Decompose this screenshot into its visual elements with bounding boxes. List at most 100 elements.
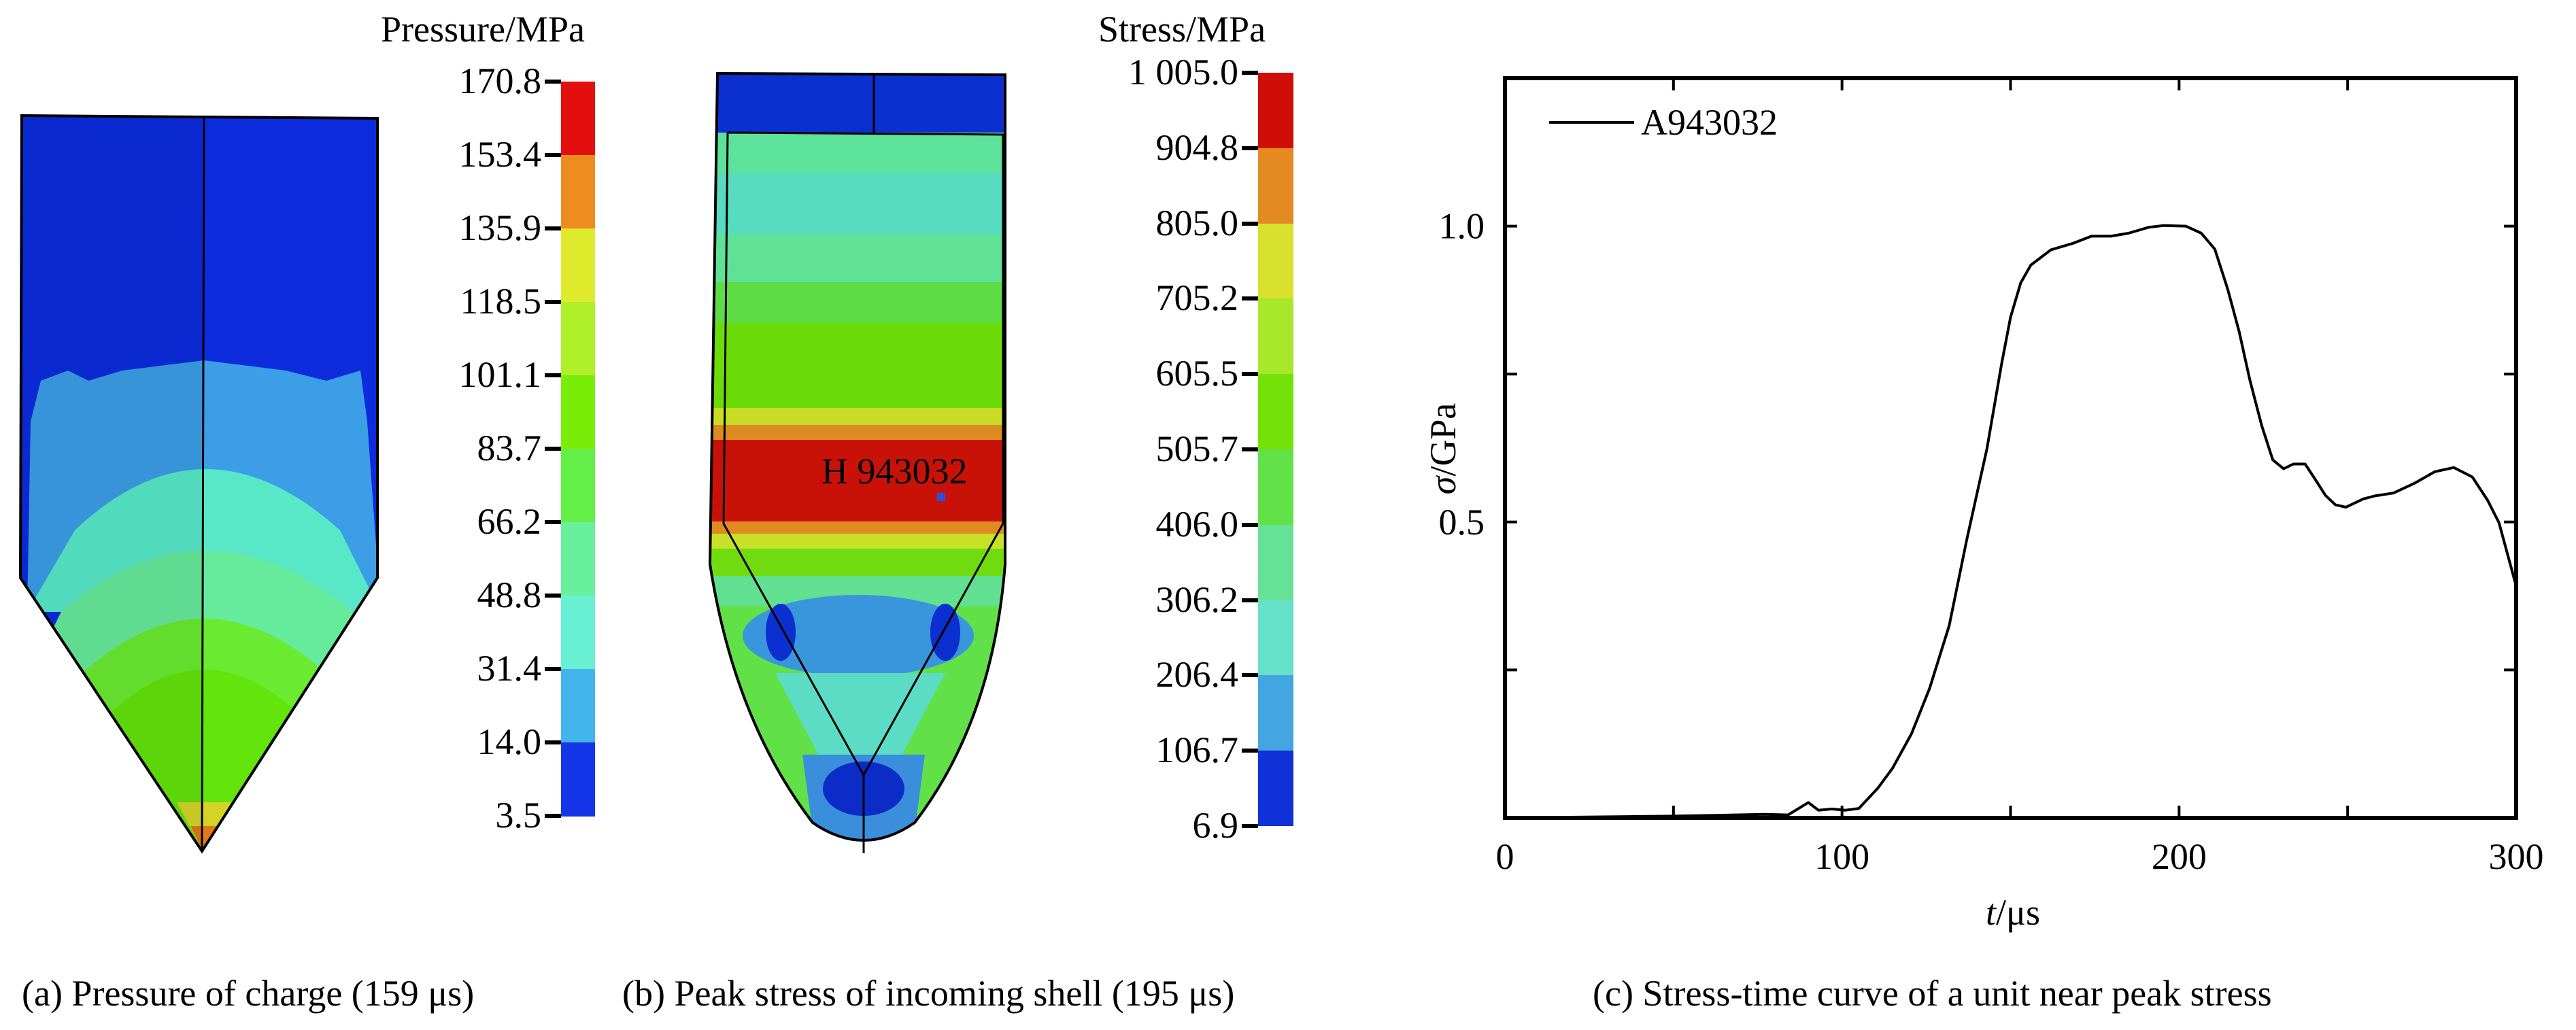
stress-colorbar-title: Stress/MPa	[1098, 9, 1266, 50]
stress-colorbar-label: 705.2	[1155, 277, 1239, 319]
pressure-colorbar-segment	[561, 669, 595, 743]
y-tick-label: 1.0	[1439, 206, 1485, 247]
charge-axis-line	[201, 115, 205, 852]
caption-a: (a) Pressure of charge (159 μs)	[22, 973, 475, 1014]
stress-colorbar-tick	[1242, 71, 1258, 75]
pressure-colorbar-label: 83.7	[477, 428, 542, 468]
pressure-colorbar-tick	[545, 740, 561, 744]
region-dark-spot-left	[766, 604, 796, 661]
stress-colorbar-segment	[1258, 148, 1293, 224]
stress-colorbar-segment	[1258, 73, 1293, 149]
pressure-colorbar-segment	[561, 82, 595, 156]
stress-colorbar	[1258, 73, 1293, 827]
stress-colorbar-tick	[1242, 145, 1258, 150]
x-tick-label: 0	[1496, 836, 1514, 877]
region-yellow-band	[710, 408, 1005, 425]
pressure-colorbar-label: 3.5	[495, 795, 542, 836]
x-tick-label: 200	[2152, 836, 2207, 877]
region-left-shade	[20, 116, 202, 851]
region-top-cap	[710, 73, 1005, 133]
caption-b: (b) Peak stress of incoming shell (195 μ…	[622, 973, 1235, 1014]
series-line-A943032	[1504, 224, 2518, 819]
stress-colorbar-label: 505.7	[1155, 428, 1239, 469]
shell-outline	[708, 71, 1006, 842]
region-orange	[190, 826, 216, 851]
pressure-colorbar-segment	[561, 596, 595, 670]
stress-colorbar-segment	[1258, 675, 1293, 751]
stress-colorbar-tick	[1242, 598, 1258, 602]
stress-colorbar-segment	[1258, 524, 1293, 601]
pressure-colorbar-segment	[561, 375, 595, 449]
pressure-colorbar-tick	[545, 594, 561, 598]
caption-c: (c) Stress-time curve of a unit near pea…	[1593, 973, 2272, 1014]
stress-colorbar-label: 306.2	[1155, 579, 1239, 620]
pressure-colorbar-label: 101.1	[458, 354, 542, 395]
region-bright-green-mid	[710, 323, 1005, 408]
pressure-colorbar	[561, 82, 595, 817]
charge-outline	[18, 114, 379, 854]
node-label: H 943032	[821, 451, 968, 492]
stress-colorbar-label: 805.0	[1155, 202, 1239, 243]
legend-label: A943032	[1641, 102, 1778, 143]
pressure-colorbar-tick	[545, 520, 561, 524]
stress-colorbar-labels: 1 005.0 904.8 805.0 705.2 605.5 505.7 406.0 306…	[1078, 54, 1258, 848]
stress-colorbar-tick	[1242, 221, 1258, 226]
x-tick-label: 300	[2489, 836, 2544, 877]
pressure-colorbar-tick	[545, 373, 561, 377]
region-red-band	[710, 440, 1005, 521]
stress-colorbar-label: 206.4	[1155, 654, 1239, 696]
x-axis-label: t/μs	[1986, 892, 2040, 933]
region-mint-upper	[710, 133, 1005, 173]
region-cyan-lower	[775, 673, 945, 789]
pressure-colorbar-label: 66.2	[477, 501, 542, 542]
panel-a: Pressure/MPa 170.8 153.4 135.9 118.5 101.1 83…	[0, 0, 680, 952]
charge-inner-outline	[722, 131, 1004, 778]
stress-colorbar-tick	[1242, 673, 1258, 678]
pressure-colorbar-title: Pressure/MPa	[381, 9, 585, 50]
region-orange-low	[710, 521, 1005, 534]
stress-colorbar-tick	[1242, 824, 1258, 828]
pressure-colorbar-tick	[545, 80, 561, 84]
pressure-colorbar-label: 118.5	[460, 281, 542, 322]
region-yellow-low	[710, 534, 1005, 549]
stress-colorbar-tick	[1242, 522, 1258, 527]
pressure-colorbar-segment	[561, 522, 595, 596]
pressure-colorbar-tick	[545, 814, 561, 818]
stress-colorbar-label: 904.8	[1155, 126, 1239, 168]
stress-colorbar-label: 406.0	[1155, 503, 1239, 545]
stress-colorbar-label: 1 005.0	[1128, 52, 1238, 92]
x-tick-label: 100	[1814, 836, 1869, 877]
stress-colorbar-segment	[1258, 751, 1293, 827]
y-tick-label: 0.5	[1439, 502, 1485, 543]
pressure-colorbar-label: 48.8	[477, 574, 542, 615]
region-mint-2	[710, 235, 1005, 282]
region-green-low	[710, 549, 1005, 576]
pressure-colorbar-segment	[561, 742, 595, 817]
pressure-colorbar-tick	[545, 300, 561, 304]
pressure-colorbar-segment	[561, 302, 595, 376]
charge-pressure-contour	[18, 114, 379, 854]
stress-colorbar-label: 605.5	[1155, 353, 1239, 394]
stress-colorbar-tick	[1242, 447, 1258, 451]
pressure-colorbar-tick	[545, 226, 561, 230]
pressure-colorbar-label: 14.0	[477, 721, 542, 762]
pressure-colorbar-segment	[561, 228, 595, 303]
region-blue-ring	[743, 595, 974, 676]
pressure-colorbar-tick	[545, 153, 561, 157]
stress-colorbar-segment	[1258, 374, 1293, 450]
pressure-colorbar-tick	[545, 667, 561, 671]
pressure-colorbar-segment	[561, 449, 595, 523]
plot-frame	[1503, 76, 2518, 820]
pressure-colorbar-label: 135.9	[458, 207, 542, 248]
stress-colorbar-segment	[1258, 223, 1293, 299]
stress-colorbar-label: 106.7	[1155, 729, 1239, 771]
pressure-colorbar-segment	[561, 155, 595, 229]
stress-colorbar-segment	[1258, 600, 1293, 676]
panel-b: H 943032 Stress/MPa 1 005.0 904.8 805.0 705…	[680, 0, 1360, 952]
stress-colorbar-segment	[1258, 449, 1293, 526]
pressure-colorbar-label: 153.4	[458, 134, 542, 175]
stress-time-chart: 0 100 200 300 0.5 1.0 A943032 σ/GPa t/μs	[1423, 76, 2544, 933]
y-axis-label: σ/GPa	[1423, 403, 1463, 495]
pressure-colorbar-tick	[545, 447, 561, 451]
node-marker	[937, 493, 945, 501]
